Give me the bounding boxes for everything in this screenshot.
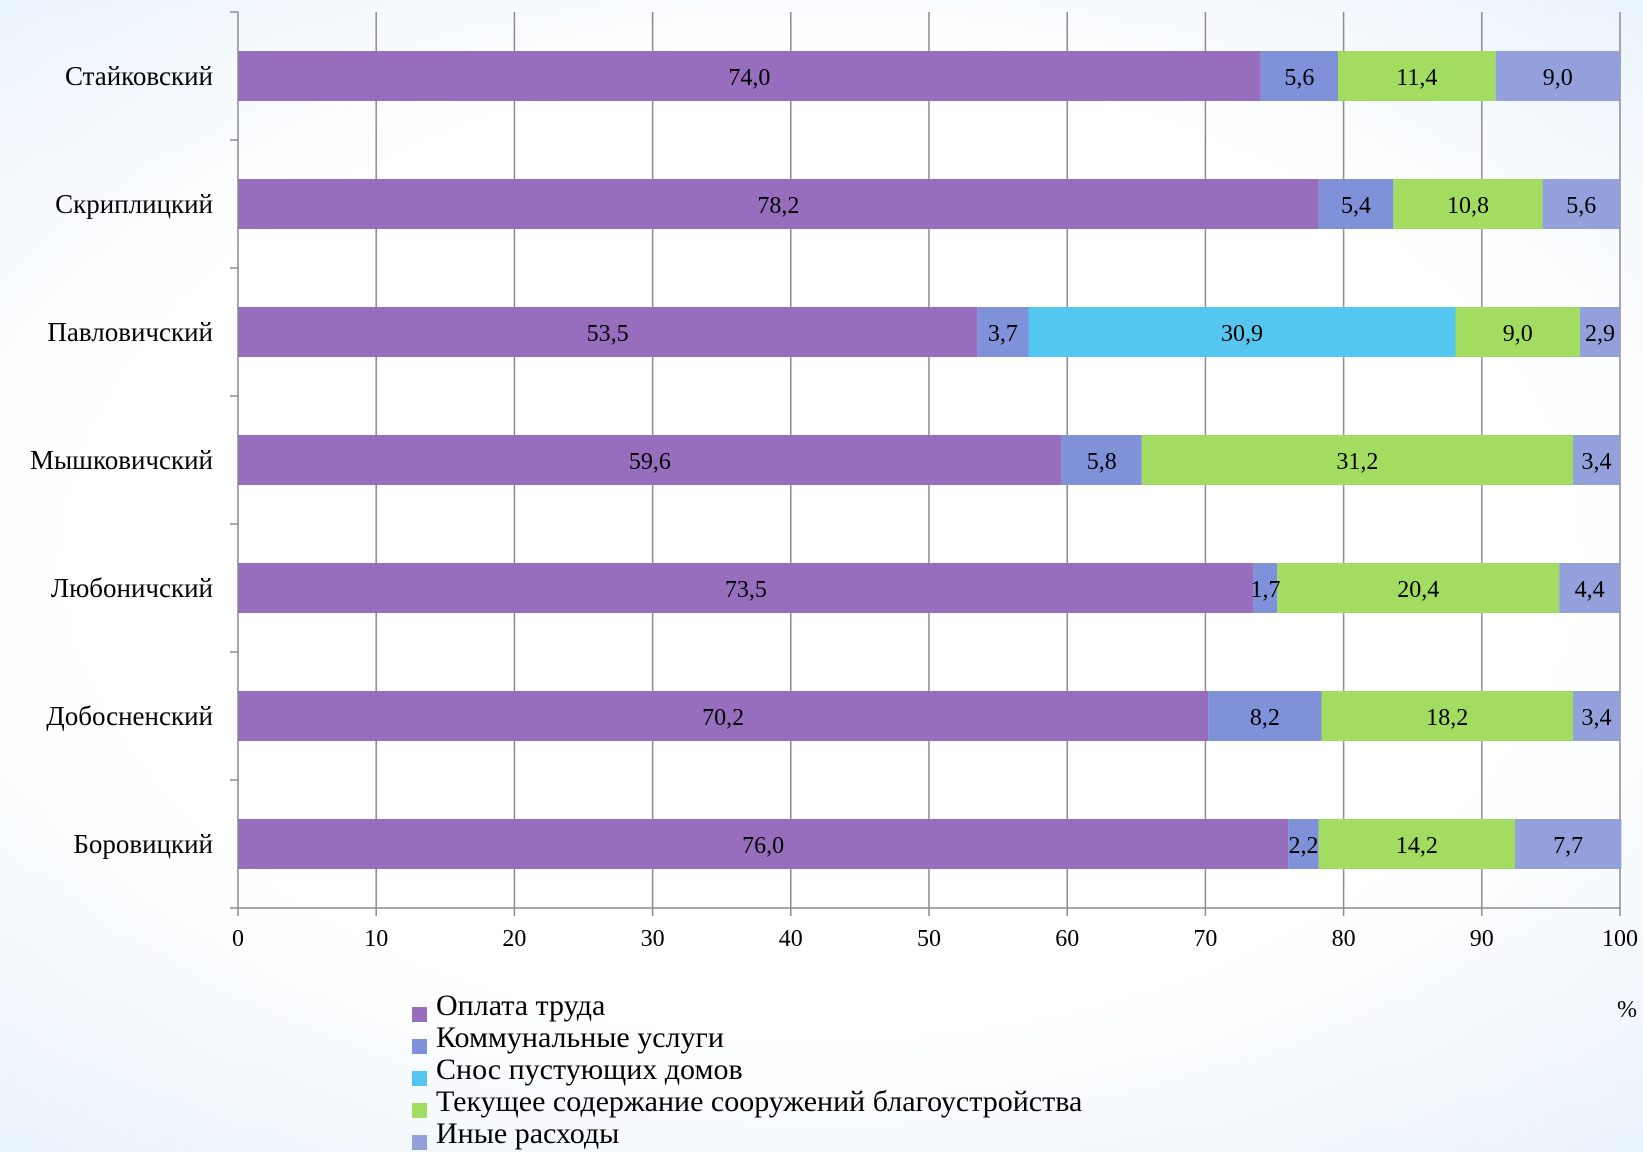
x-tick-label: 30 [641, 926, 665, 952]
legend-label: Коммунальные услуги [436, 1021, 724, 1054]
x-tick-label: 20 [502, 926, 526, 952]
x-tick-label: 50 [917, 926, 941, 952]
bar-segment [238, 51, 1261, 101]
category-label: Мышковичский [30, 445, 213, 475]
data-label: 2,9 [1585, 321, 1615, 347]
category-label: Скриплицкий [55, 189, 213, 219]
data-label: 3,7 [988, 321, 1018, 347]
data-label: 7,7 [1553, 833, 1583, 859]
data-label: 5,6 [1566, 193, 1596, 219]
data-label: 70,2 [702, 705, 744, 731]
x-tick-label: 100 [1602, 926, 1638, 952]
data-label: 5,6 [1284, 65, 1314, 91]
bar-segment [238, 307, 978, 357]
bar-segment [238, 435, 1062, 485]
bar-segment [1514, 819, 1622, 869]
data-label: 4,4 [1575, 577, 1605, 603]
bar-segment [1253, 563, 1278, 613]
data-label: 8,2 [1250, 705, 1280, 731]
category-label: Любоничский [51, 573, 213, 603]
bar-segment [1579, 307, 1620, 357]
bar-segment [1573, 435, 1620, 485]
bar-segment [1393, 179, 1543, 229]
bar-segment [1141, 435, 1574, 485]
data-label: 14,2 [1396, 833, 1438, 859]
data-label: 5,8 [1087, 449, 1117, 475]
data-label: 3,4 [1582, 705, 1612, 731]
data-label: 10,8 [1447, 193, 1489, 219]
category-label: Добосненский [46, 701, 213, 731]
data-label: 53,5 [587, 321, 629, 347]
labels: Стайковский 74,0 5,6 11,4 9,0 Скриплицкий 78,2… [30, 61, 1615, 859]
bar-segment [1061, 435, 1142, 485]
data-label: 76,0 [742, 833, 784, 859]
axes: 0 10 20 30 40 50 60 70 80 90 100 [230, 11, 1638, 952]
bar-segment [1495, 51, 1620, 101]
legend-label: Оплата труда [436, 989, 606, 1022]
data-label: 18,2 [1426, 705, 1468, 731]
data-label: 31,2 [1336, 449, 1378, 475]
data-label: 1,7 [1251, 577, 1281, 603]
x-tick-label: 40 [779, 926, 803, 952]
data-label: 9,0 [1503, 321, 1533, 347]
data-label: 11,4 [1396, 65, 1437, 91]
bar-segment [1559, 563, 1620, 613]
bar-segment [977, 307, 1029, 357]
bar-segment [1277, 563, 1560, 613]
data-label: 5,4 [1341, 193, 1371, 219]
data-label: 9,0 [1543, 65, 1573, 91]
data-label: 73,5 [725, 577, 767, 603]
category-label: Боровицкий [73, 829, 213, 859]
bar-segment [1260, 51, 1339, 101]
legend-swatch [412, 1071, 427, 1086]
bar-segment [1208, 691, 1322, 741]
x-tick-label: 60 [1055, 926, 1079, 952]
category-label: Стайковский [65, 61, 213, 91]
x-tick-label: 10 [364, 926, 388, 952]
legend-swatch [412, 1007, 427, 1022]
legend-swatch [412, 1103, 427, 1118]
x-tick-label: 80 [1332, 926, 1356, 952]
bar-segment [238, 691, 1209, 741]
data-label: 74,0 [728, 65, 770, 91]
legend-label: Текущее содержание сооружений благоустро… [436, 1085, 1083, 1118]
bar-segment [1318, 819, 1515, 869]
bar-segment [238, 819, 1289, 869]
bars [238, 51, 1622, 869]
data-label: 2,2 [1289, 833, 1319, 859]
bar-segment [1542, 179, 1620, 229]
legend-swatch [412, 1135, 427, 1150]
bar-segment [1028, 307, 1456, 357]
bar-segment [1455, 307, 1580, 357]
data-label: 20,4 [1397, 577, 1439, 603]
category-label: Павловичский [47, 317, 213, 347]
bar-segment [1318, 179, 1394, 229]
x-tick-label: 0 [232, 926, 244, 952]
bar-segment [1321, 691, 1574, 741]
legend-label: Снос пустующих домов [436, 1053, 743, 1086]
x-tick-label: 90 [1470, 926, 1494, 952]
bar-segment [1573, 691, 1620, 741]
bar-segment [238, 179, 1319, 229]
data-label: 3,4 [1582, 449, 1612, 475]
legend-swatch [412, 1039, 427, 1054]
data-label: 78,2 [757, 193, 799, 219]
bar-segment [1338, 51, 1496, 101]
data-label: 30,9 [1221, 321, 1263, 347]
bar-segment [1288, 819, 1319, 869]
unit-label: % [1617, 997, 1637, 1023]
data-label: 59,6 [629, 449, 671, 475]
bar-segment [238, 563, 1254, 613]
x-tick-label: 70 [1193, 926, 1217, 952]
legend-label: Иные расходы [436, 1117, 620, 1150]
